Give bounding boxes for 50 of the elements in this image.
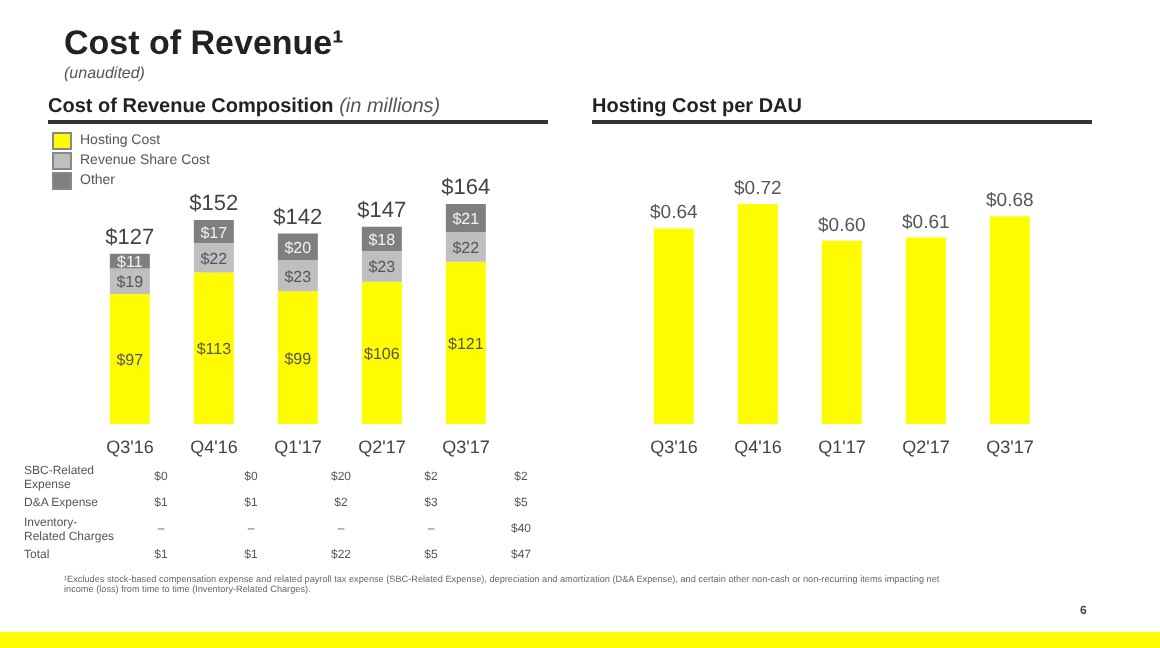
text: (unaudited) <box>64 64 145 83</box>
data-label: $0.68 <box>986 190 1034 213</box>
data-label: $22 <box>452 238 481 257</box>
data-label: $19 <box>116 273 145 292</box>
data-label: $21 <box>452 210 481 229</box>
data-label: $106 <box>364 344 401 363</box>
bar <box>821 240 862 424</box>
x-tick-label: Q1'17 <box>818 436 866 457</box>
x-tick-label: Q3'17 <box>986 436 1034 457</box>
data-label: $113 <box>196 340 233 359</box>
data-label: $97 <box>116 350 145 369</box>
data-label: $99 <box>284 349 313 368</box>
total-label: $127 <box>105 225 155 250</box>
chart-subtitle: (in millions) <box>337 96 441 118</box>
bar <box>361 281 402 424</box>
text: Cost of Revenue¹ <box>64 24 344 64</box>
data-label: $23 <box>284 267 313 286</box>
chart-title: Hosting Cost per DAU <box>592 96 1092 124</box>
x-tick-label: Q3'16 <box>650 436 698 457</box>
data-label: $22 <box>200 249 229 268</box>
bar <box>109 293 150 424</box>
total-label: $152 <box>189 192 239 217</box>
data-label: $11 <box>117 253 144 272</box>
bar <box>905 237 946 424</box>
data-label: $17 <box>200 223 229 242</box>
data-label: $0.64 <box>650 202 698 225</box>
data-label: $0.72 <box>734 178 782 200</box>
x-tick-label: Q2'17 <box>902 436 950 457</box>
data-label: $0.60 <box>818 214 866 237</box>
x-tick-label: Q3'16 <box>106 436 154 457</box>
total-label: $142 <box>273 205 323 230</box>
data-label: $20 <box>284 238 313 257</box>
x-tick-label: Q4'16 <box>190 436 238 457</box>
bar <box>737 204 778 424</box>
data-label: $0.61 <box>902 211 950 234</box>
x-tick-label: Q2'17 <box>358 436 406 457</box>
data-label: $121 <box>448 334 485 353</box>
x-tick-label: Q1'17 <box>274 436 322 457</box>
total-label: $147 <box>357 198 407 223</box>
bar <box>653 228 694 424</box>
total-label: $164 <box>441 176 491 200</box>
bar <box>193 272 234 424</box>
x-tick-label: Q4'16 <box>734 436 782 457</box>
data-label: $23 <box>368 258 397 277</box>
bar <box>989 216 1030 424</box>
chart-title: Cost of Revenue Composition <box>48 96 334 118</box>
x-tick-label: Q3'17 <box>442 436 490 457</box>
bar <box>277 291 318 424</box>
data-label: $18 <box>368 230 397 249</box>
bar <box>445 261 486 424</box>
